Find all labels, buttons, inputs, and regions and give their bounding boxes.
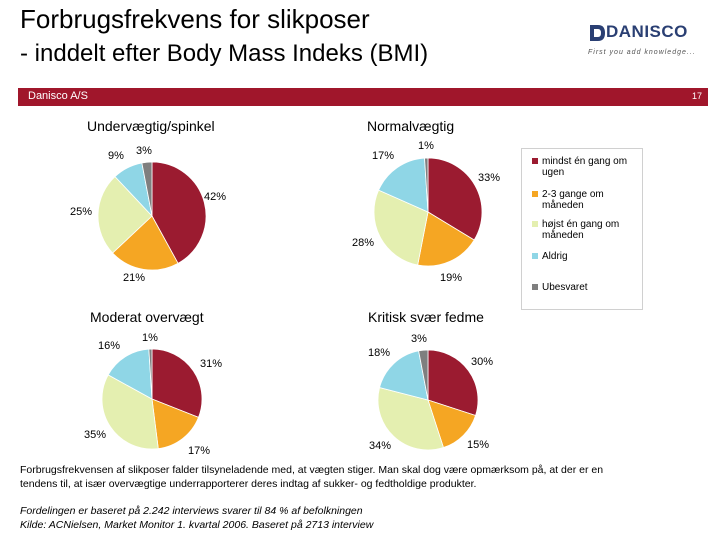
pie-label: 15%: [467, 439, 490, 451]
slide-title: Forbrugsfrekvens for slikposer: [20, 4, 370, 34]
pie-label: 35%: [84, 429, 107, 441]
company-name: Danisco A/S: [28, 90, 88, 102]
chart-legend: mindst én gang om ugen 2-3 gange om måne…: [521, 148, 643, 310]
footnote-source: Kilde: ACNielsen, Market Monitor 1. kvar…: [20, 519, 374, 531]
pie-label: 16%: [98, 340, 121, 352]
pie-label: 25%: [70, 206, 93, 218]
legend-swatch: [532, 221, 538, 227]
pie-slice-1: [151, 348, 203, 418]
danisco-logo-icon: [590, 25, 605, 41]
danisco-logo: DANISCO First you add knowledge...: [588, 22, 698, 66]
pie-slice-5: [141, 161, 153, 217]
logo-wordmark: DANISCO: [606, 22, 688, 41]
legend-swatch: [532, 191, 538, 197]
pie-title-normal: Normalvægtig: [367, 118, 455, 134]
pie-chart-underweight: [97, 161, 207, 271]
pie-slice-3: [373, 189, 429, 266]
logo-tagline: First you add knowledge...: [588, 49, 696, 56]
header-band: Danisco A/S 17: [18, 88, 708, 106]
pie-slice-1: [427, 349, 479, 416]
legend-swatch: [532, 284, 538, 290]
slide-subtitle: - inddelt efter Body Mass Indeks (BMI): [20, 40, 429, 67]
pie-chart-moderate-overweight: [101, 348, 203, 450]
pie-slice-5: [148, 348, 153, 400]
pie-slice-1: [151, 161, 207, 264]
pie-slice-4: [107, 348, 153, 400]
pie-slice-4: [378, 157, 429, 213]
pie-slice-1: [427, 157, 483, 241]
pie-slice-2: [112, 215, 179, 271]
legend-label: højst én gang om måneden: [542, 219, 620, 241]
pie-label: 1%: [418, 140, 434, 152]
pie-slice-3: [377, 387, 444, 451]
pie-label: 21%: [123, 272, 146, 284]
pie-slice-3: [101, 374, 159, 450]
legend-label: Aldrig: [542, 251, 568, 262]
pie-label: 30%: [471, 356, 494, 368]
pie-label: 42%: [204, 191, 227, 203]
pie-slice-3: [97, 176, 153, 254]
legend-label: Ubesvaret: [542, 282, 588, 293]
pie-label: 3%: [411, 333, 427, 345]
pie-title-moderate-overweight: Moderat overvægt: [90, 309, 204, 325]
legend-label: mindst én gang om ugen: [542, 156, 628, 178]
pie-label: 33%: [478, 172, 501, 184]
pie-label: 17%: [372, 150, 395, 162]
pie-label: 9%: [108, 150, 124, 162]
pie-label: 18%: [368, 347, 391, 359]
observation-note: Forbrugsfrekvensen af slikposer falder t…: [20, 464, 604, 490]
pie-label: 19%: [440, 272, 463, 284]
pie-label: 3%: [136, 145, 152, 157]
pie-label: 28%: [352, 237, 375, 249]
page-number: 17: [691, 91, 702, 101]
pie-slice-2: [417, 211, 475, 267]
pie-label: 31%: [200, 358, 223, 370]
pie-chart-normal: [373, 157, 483, 267]
pie-title-underweight: Undervægtig/spinkel: [87, 118, 215, 134]
pie-label: 1%: [142, 332, 158, 344]
pie-title-critical-obesity: Kritisk svær fedme: [368, 309, 484, 325]
pie-slice-4: [379, 350, 429, 401]
pie-slice-5: [424, 157, 429, 213]
pie-slice-2: [151, 398, 200, 450]
pie-label: 34%: [369, 440, 392, 452]
pie-chart-critical-obesity: [377, 349, 479, 451]
legend-swatch: [532, 253, 538, 259]
legend-label: 2-3 gange om måneden: [542, 189, 604, 211]
pie-slice-5: [418, 349, 429, 401]
pie-label: 17%: [188, 445, 211, 457]
legend-swatch: [532, 158, 538, 164]
footnote-basis: Fordelingen er baseret på 2.242 intervie…: [20, 505, 363, 517]
